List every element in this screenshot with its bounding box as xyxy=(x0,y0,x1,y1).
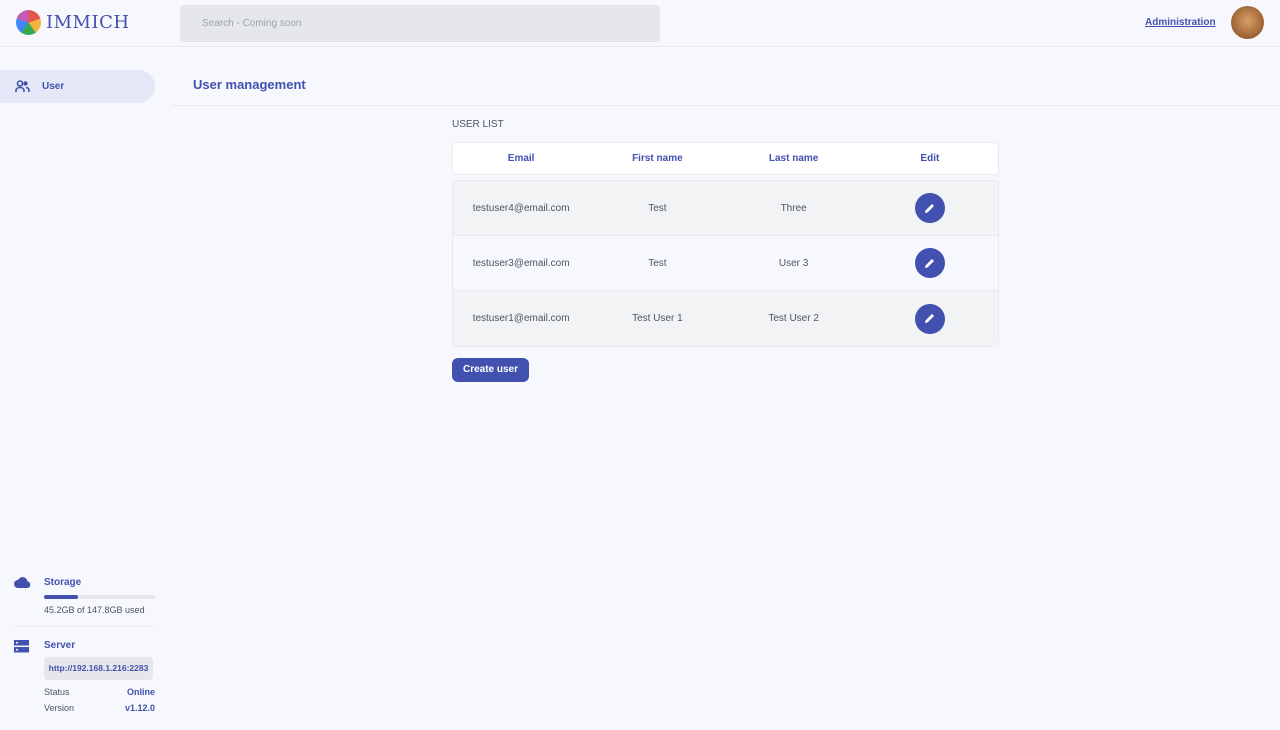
create-user-button[interactable]: Create user xyxy=(452,358,529,382)
version-value: v1.12.0 xyxy=(124,703,155,713)
column-header-last-name: Last name xyxy=(768,153,819,164)
storage-title: Storage xyxy=(44,577,82,588)
pencil-icon xyxy=(925,203,935,213)
storage-bar-fill xyxy=(44,595,78,599)
administration-link[interactable]: Administration xyxy=(1145,17,1216,28)
table-row: testuser3@email.com Test User 3 xyxy=(453,236,998,291)
server-icon xyxy=(14,640,29,653)
first-name-cell: Test xyxy=(648,257,667,269)
user-list-label: USER LIST xyxy=(452,119,504,130)
app-name: IMMICH xyxy=(46,12,130,33)
first-name-cell: Test xyxy=(648,202,667,214)
column-header-edit: Edit xyxy=(920,153,940,164)
last-name-cell: Test User 2 xyxy=(768,313,819,324)
server-title: Server xyxy=(44,640,76,651)
status-value: Online xyxy=(126,687,155,697)
version-label: Version xyxy=(44,703,75,713)
edit-user-button[interactable] xyxy=(914,248,945,278)
last-name-cell: Three xyxy=(780,202,807,214)
column-header-email: Email xyxy=(507,153,535,164)
top-bar: IMMICH Search - Coming soon Administrati… xyxy=(0,0,1280,47)
pencil-icon xyxy=(925,258,935,268)
search-input[interactable]: Search - Coming soon xyxy=(180,5,660,42)
avatar[interactable] xyxy=(1231,6,1264,39)
status-label: Status xyxy=(44,687,70,697)
edit-user-button[interactable] xyxy=(914,193,945,223)
divider xyxy=(14,626,155,627)
storage-bar xyxy=(44,595,155,599)
storage-usage-text: 45.2GB of 147.8GB used xyxy=(44,605,145,615)
logo[interactable]: IMMICH xyxy=(16,10,130,35)
sidebar-item-label: User xyxy=(42,81,65,92)
first-name-cell: Test User 1 xyxy=(632,313,683,324)
column-header-first-name: First name xyxy=(632,153,683,164)
sidebar-item-user[interactable]: User xyxy=(0,70,155,103)
cloud-icon xyxy=(14,577,31,588)
users-icon xyxy=(15,80,30,92)
page-title: User management xyxy=(193,77,306,92)
immich-logo-icon xyxy=(16,10,41,35)
table-row: testuser4@email.com Test Three xyxy=(453,181,998,236)
user-table: testuser4@email.com Test Three testuser3… xyxy=(452,180,999,347)
server-url: http://192.168.1.216:2283 xyxy=(44,657,153,680)
pencil-icon xyxy=(925,314,935,323)
email-cell: testuser3@email.com xyxy=(472,257,570,269)
table-row: testuser1@email.com Test User 1 Test Use… xyxy=(453,291,998,346)
divider xyxy=(172,105,1280,106)
table-header: Email First name Last name Edit xyxy=(452,142,999,175)
edit-user-button[interactable] xyxy=(914,303,945,334)
last-name-cell: User 3 xyxy=(778,257,809,269)
email-cell: testuser4@email.com xyxy=(472,202,570,214)
email-cell: testuser1@email.com xyxy=(472,313,570,324)
